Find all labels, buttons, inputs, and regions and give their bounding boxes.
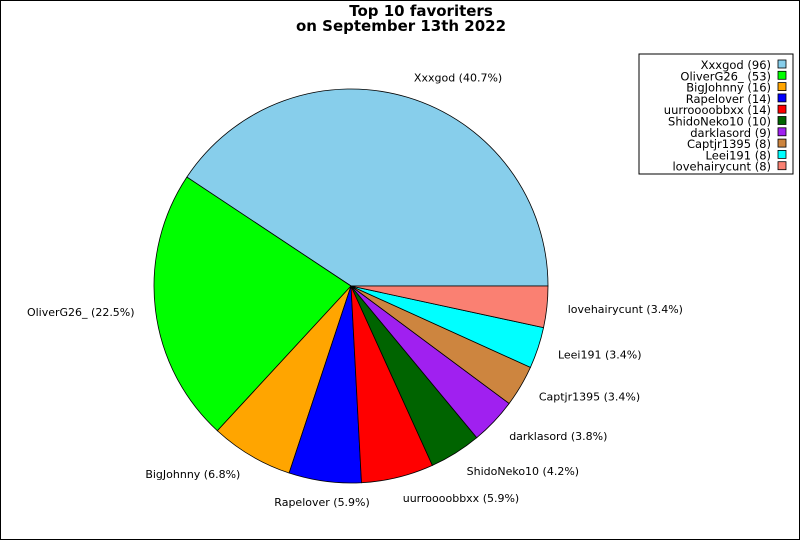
slice-label: uurroooobbxx (5.9%) <box>403 492 519 505</box>
legend-swatch <box>777 82 787 91</box>
legend-swatch <box>777 127 787 137</box>
legend: Xxxgod (96)OliverG26_ (53)BigJohnny (16)… <box>638 53 794 175</box>
legend-label: Leei191 (8) <box>706 148 771 162</box>
chart-subtitle: on September 13th 2022 <box>296 17 506 35</box>
legend-swatch <box>777 161 787 171</box>
slice-label: Rapelover (5.9%) <box>274 496 370 509</box>
slice-label: BigJohnny (6.8%) <box>145 468 240 481</box>
legend-label: uurroooobbxx (14) <box>664 103 771 117</box>
legend-label: lovehairycunt (8) <box>672 160 771 174</box>
legend-swatch <box>777 104 787 114</box>
legend-box <box>638 53 794 175</box>
slice-label: Captjr1395 (3.4%) <box>539 391 640 404</box>
pie-slice-lovehairycunt <box>350 285 549 329</box>
legend-label: OliverG26_ (53) <box>680 69 771 83</box>
legend-label: darklasord (9) <box>690 126 771 140</box>
legend-swatch <box>777 149 787 159</box>
legend-label: BigJohnny (16) <box>686 81 771 95</box>
pie-slice-oliverg26 <box>153 176 352 432</box>
slice-label: darklasord (3.8%) <box>509 430 607 443</box>
slice-label: Leei191 (3.4%) <box>558 348 642 361</box>
legend-swatch <box>777 70 787 80</box>
chart-title: Top 10 favoriters <box>349 2 493 20</box>
legend-label: Rapelover (14) <box>686 92 771 106</box>
legend-swatch <box>777 138 787 148</box>
legend-label: Xxxgod (96) <box>701 58 771 72</box>
slice-label: lovehairycunt (3.4%) <box>568 303 683 316</box>
legend-label: ShidoNeko10 (10) <box>668 115 771 129</box>
slice-label: Xxxgod (40.7%) <box>414 71 502 84</box>
legend-swatch <box>777 59 787 69</box>
legend-swatch <box>777 116 787 125</box>
slice-label: ShidoNeko10 (4.2%) <box>467 465 579 478</box>
slice-label: OliverG26_ (22.5%) <box>27 306 135 319</box>
legend-swatch <box>777 93 787 103</box>
legend-label: Captjr1395 (8) <box>687 137 771 151</box>
